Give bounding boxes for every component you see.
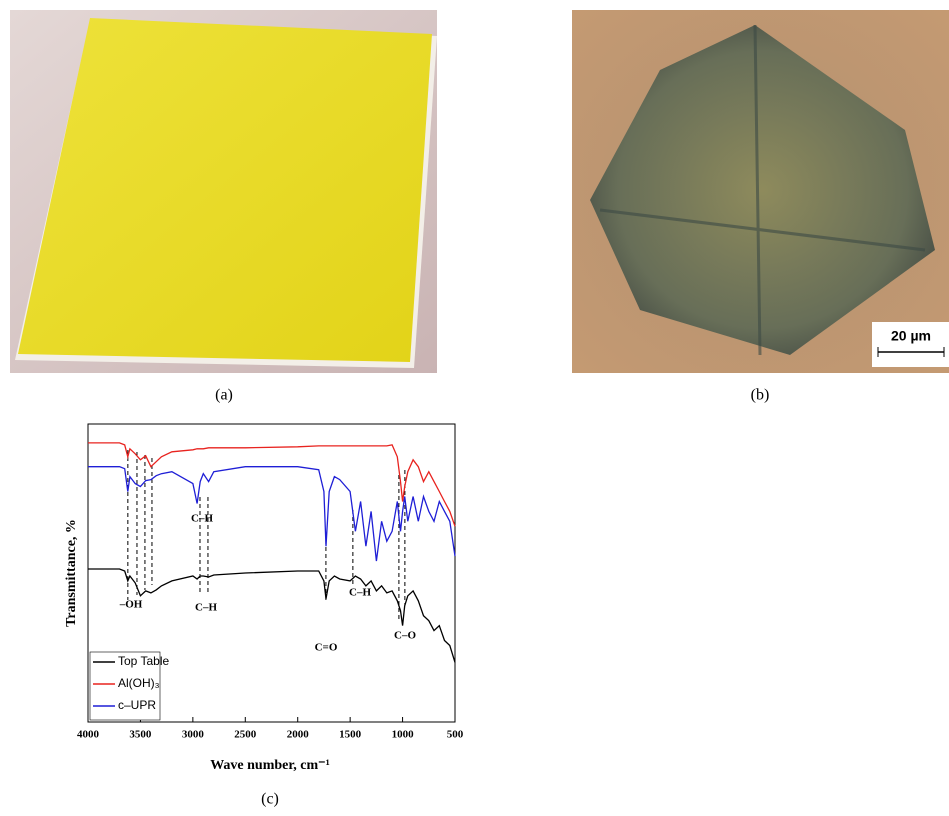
figure: (a) 20 µm (b) (c) Wave number, cm⁻¹ Tran… (0, 0, 949, 811)
legend-label: Top Table (118, 654, 169, 668)
x-tick-label: 500 (447, 729, 464, 741)
x-tick-label: 1000 (392, 729, 415, 741)
y-axis-label: Transmittance, % (64, 519, 79, 627)
series-line (88, 569, 455, 662)
panel-label: (c) (261, 791, 279, 808)
x-tick-label: 3000 (182, 729, 205, 741)
series-line (88, 443, 455, 526)
panel-label: (a) (215, 387, 233, 404)
legend-label: Al(OH)₃ (118, 676, 160, 690)
panel-label: (b) (751, 387, 770, 404)
annotation: C–H (195, 602, 217, 614)
scale-bar-label: 20 µm (891, 328, 931, 344)
annotation: C–H (349, 587, 371, 599)
x-tick-label: 3500 (129, 729, 152, 741)
x-tick-label: 1500 (339, 729, 362, 741)
page: (a) 20 µm (b) (c) Wave number, cm⁻¹ Tran… (0, 0, 949, 816)
x-tick-label: 4000 (77, 729, 100, 741)
x-tick-label: 2000 (287, 729, 310, 741)
x-axis-label: Wave number, cm⁻¹ (210, 758, 330, 773)
annotation: C–O (394, 630, 416, 642)
annotation: –OH (119, 599, 143, 611)
annotation: C–H (191, 513, 213, 525)
photo-a (10, 10, 437, 373)
annotation: C=O (315, 642, 338, 654)
x-tick-label: 2500 (234, 729, 257, 741)
legend-label: c–UPR (118, 698, 156, 712)
photo-b: 20 µm (572, 10, 949, 373)
